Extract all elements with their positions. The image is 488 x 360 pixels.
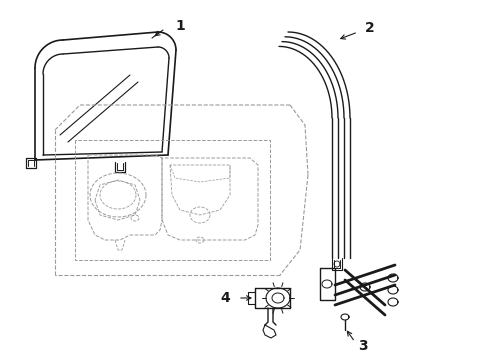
Text: 3: 3 xyxy=(357,339,367,353)
Text: 1: 1 xyxy=(175,19,184,33)
Text: 4: 4 xyxy=(220,291,229,305)
Text: 2: 2 xyxy=(364,21,374,35)
